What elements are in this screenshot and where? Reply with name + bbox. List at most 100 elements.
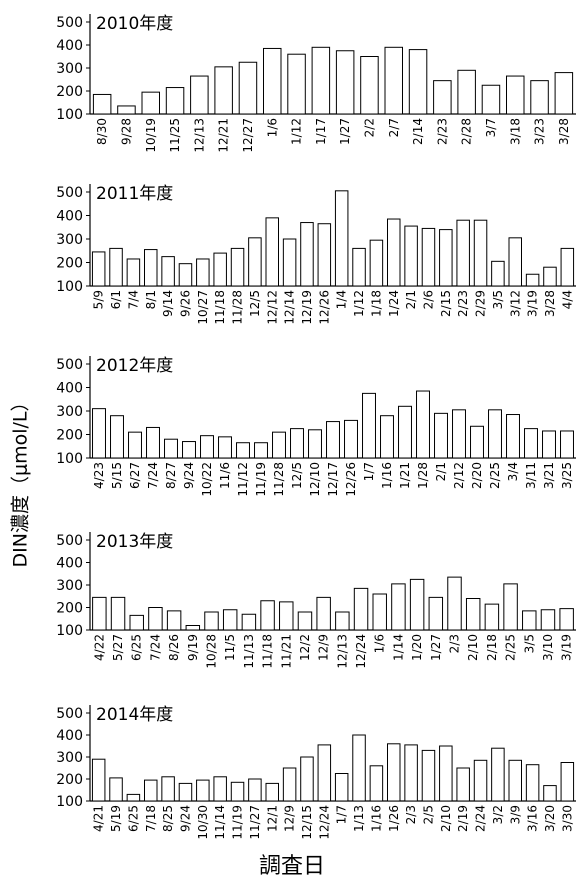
bar [409, 578, 425, 631]
bar [421, 227, 436, 287]
bar [196, 779, 210, 802]
x-tick-label: 12/26 [317, 290, 331, 325]
x-tick-label: 9/24 [182, 462, 196, 489]
x-tick-label: 3/23 [533, 118, 547, 145]
chart-panel-3: 100 200 300 400 500 2012年度 4/23 5/15 6/27 7/24 8/2… [56, 356, 576, 497]
y-tick-label: 400 [56, 209, 83, 225]
y-tick-label: 500 [56, 15, 83, 31]
x-tick-label: 7/18 [144, 805, 158, 832]
x-tick-label: 1/12 [352, 290, 366, 317]
x-tick-label: 1/14 [391, 634, 405, 661]
bar [126, 258, 141, 287]
bar [148, 607, 163, 631]
x-tick-label: 2/10 [439, 805, 453, 832]
x-tick-label: 12/26 [344, 462, 358, 497]
bar [372, 593, 387, 631]
x-tick-label: 3/20 [543, 805, 557, 832]
x-tick-label: 9/26 [178, 290, 192, 317]
y-tick-label: 500 [56, 533, 83, 549]
x-tick-label: 3/30 [560, 805, 574, 832]
bar [282, 238, 297, 287]
y-tick-label: 300 [56, 750, 83, 766]
x-tick-label: 10/19 [144, 118, 158, 153]
bar [178, 782, 193, 802]
bar [141, 91, 160, 115]
bar [484, 603, 500, 631]
bar [404, 225, 418, 287]
bar [165, 87, 185, 115]
bar [470, 425, 484, 459]
y-tick-label: 200 [56, 84, 83, 100]
x-tick-label: 6/25 [130, 634, 144, 661]
x-tick-label: 2/7 [387, 118, 401, 137]
bar [126, 793, 141, 802]
x-tick-label: 8/1 [144, 290, 158, 309]
bar [109, 247, 123, 287]
x-tick-label: 3/10 [541, 634, 555, 661]
x-tick-label: 11/19 [231, 805, 245, 840]
bar [335, 611, 350, 631]
bar [326, 421, 340, 459]
x-tick-label: 12/1 [265, 805, 279, 832]
x-tick-label: 2/1 [404, 290, 418, 309]
bar [491, 260, 505, 287]
bar [433, 80, 452, 115]
bar [387, 743, 401, 802]
bar [185, 625, 201, 631]
bar [491, 747, 505, 802]
x-tick-label: 1/7 [335, 805, 349, 824]
x-tick-label: 12/17 [326, 462, 340, 497]
x-tick-label: 11/12 [236, 462, 250, 497]
bar [161, 776, 175, 802]
bar [166, 610, 182, 631]
x-tick-label: 3/19 [560, 634, 574, 661]
x-tick-label: 3/12 [508, 290, 522, 317]
bar [272, 431, 286, 459]
x-tick-label: 2/20 [470, 462, 484, 489]
x-tick-label: 11/27 [248, 805, 262, 840]
bar [525, 764, 540, 802]
bar [308, 429, 322, 459]
bar [447, 576, 462, 631]
bar [287, 53, 306, 115]
chart-title: 2012年度 [96, 356, 173, 376]
x-tick-label: 8/26 [167, 634, 181, 661]
bar [316, 596, 331, 631]
y-tick-label: 200 [56, 428, 83, 444]
x-tick-label: 1/6 [265, 118, 279, 137]
x-tick-label: 12/15 [300, 805, 314, 840]
x-tick-label: 4/21 [92, 805, 106, 832]
x-tick-label: 8/25 [161, 805, 175, 832]
x-tick-label: 10/30 [196, 805, 210, 840]
bar [91, 758, 106, 802]
bar [290, 428, 304, 459]
bar [222, 609, 238, 631]
x-tick-label: 3/19 [526, 290, 540, 317]
x-tick-label: 12/9 [317, 634, 331, 661]
bar [265, 782, 279, 802]
bar [369, 239, 384, 287]
bar [457, 69, 476, 115]
x-tick-label: 2/15 [439, 290, 453, 317]
x-tick-label: 6/27 [128, 462, 142, 489]
y-tick-label: 500 [56, 357, 83, 373]
x-tick-label: 11/18 [261, 634, 275, 669]
y-tick-label: 100 [56, 623, 83, 639]
bar [238, 61, 258, 115]
bar [481, 84, 501, 115]
x-tick-label: 3/28 [543, 290, 557, 317]
y-tick-label: 300 [56, 404, 83, 420]
x-tick-label: 5/9 [92, 290, 106, 309]
bar [506, 414, 520, 459]
bar [543, 785, 557, 802]
bar [428, 596, 444, 631]
x-tick-label: 1/7 [362, 462, 376, 481]
x-tick-label: 11/13 [242, 634, 256, 669]
bar [404, 744, 418, 802]
x-tick-label: 1/28 [416, 462, 430, 489]
bar [540, 609, 556, 631]
bar [317, 223, 332, 287]
bar [182, 441, 196, 459]
bar [254, 442, 268, 459]
